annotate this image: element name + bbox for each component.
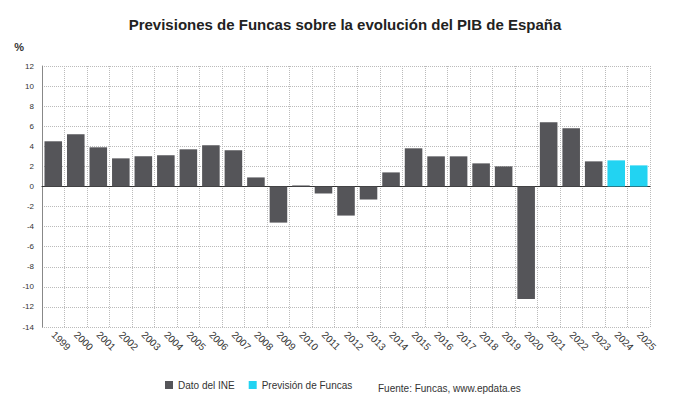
svg-text:-4: -4: [27, 222, 35, 231]
svg-text:Previsión de Funcas: Previsión de Funcas: [262, 380, 353, 391]
svg-text:Fuente: Funcas, www.epdata.es: Fuente: Funcas, www.epdata.es: [378, 383, 521, 394]
svg-text:8: 8: [30, 102, 35, 111]
svg-text:2020: 2020: [522, 329, 546, 353]
svg-text:%: %: [14, 41, 24, 53]
svg-text:2001: 2001: [94, 329, 118, 353]
svg-text:2005: 2005: [184, 329, 208, 353]
svg-text:2023: 2023: [590, 329, 614, 353]
svg-text:12: 12: [25, 62, 34, 71]
svg-text:2025: 2025: [635, 329, 659, 353]
svg-text:2017: 2017: [455, 329, 479, 353]
svg-text:Dato del INE: Dato del INE: [178, 380, 235, 391]
svg-text:2: 2: [30, 162, 35, 171]
svg-text:2007: 2007: [230, 329, 254, 353]
svg-text:2014: 2014: [387, 329, 411, 353]
svg-text:2024: 2024: [612, 329, 636, 353]
svg-text:2010: 2010: [297, 329, 321, 353]
svg-text:2021: 2021: [545, 329, 569, 353]
svg-text:2002: 2002: [117, 329, 141, 353]
svg-text:6: 6: [30, 122, 35, 131]
svg-text:Previsiones de Funcas sobre la: Previsiones de Funcas sobre la evolución…: [129, 16, 562, 33]
svg-text:-14: -14: [22, 323, 34, 332]
svg-text:1999: 1999: [49, 329, 73, 353]
svg-text:4: 4: [30, 142, 35, 151]
svg-text:2019: 2019: [500, 329, 524, 353]
svg-text:-8: -8: [27, 262, 35, 271]
svg-text:-12: -12: [22, 302, 34, 311]
svg-text:2003: 2003: [139, 329, 163, 353]
svg-text:2008: 2008: [252, 329, 276, 353]
svg-text:2013: 2013: [365, 329, 389, 353]
svg-text:2006: 2006: [207, 329, 231, 353]
svg-text:2018: 2018: [477, 329, 501, 353]
svg-text:2012: 2012: [342, 329, 366, 353]
svg-text:2011: 2011: [320, 329, 343, 352]
svg-text:-2: -2: [27, 202, 35, 211]
svg-text:-10: -10: [22, 282, 34, 291]
svg-text:2022: 2022: [567, 329, 591, 353]
svg-text:10: 10: [25, 82, 34, 91]
svg-text:-6: -6: [27, 242, 35, 251]
svg-text:2015: 2015: [410, 329, 434, 353]
svg-text:2000: 2000: [72, 329, 96, 353]
svg-text:2016: 2016: [432, 329, 456, 353]
svg-text:0: 0: [30, 182, 35, 191]
svg-text:2004: 2004: [162, 329, 186, 353]
svg-text:2009: 2009: [275, 329, 299, 353]
